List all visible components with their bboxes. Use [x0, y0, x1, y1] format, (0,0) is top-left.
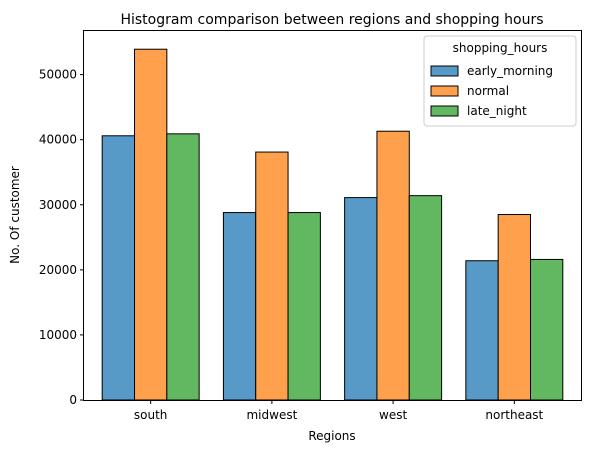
bar-late_night-northeast	[529, 258, 564, 401]
legend-frame	[423, 35, 577, 127]
bar-early_morning-midwest	[222, 212, 257, 401]
x-tick-label-midwest: midwest	[246, 408, 297, 422]
y-axis: 0 10000 20000 30000 40000 50000	[39, 68, 84, 407]
x-tick-label-south: south	[134, 408, 168, 422]
x-tick-label-west: west	[379, 408, 407, 422]
bar-normal-south	[134, 48, 168, 401]
bar-normal-northeast	[497, 214, 532, 401]
y-axis-title: No. Of customer	[8, 166, 22, 264]
bar-normal-west	[376, 130, 410, 401]
y-tick-label: 30000	[39, 198, 77, 212]
plot-frame	[83, 30, 582, 401]
legend-label-late_night: late_night	[467, 104, 527, 118]
x-axis-title: Regions	[308, 429, 355, 443]
legend-swatch-normal	[430, 85, 459, 97]
y-tick-label: 40000	[39, 133, 77, 147]
bar-early_morning-west	[344, 197, 378, 401]
y-tick-label: 20000	[39, 263, 77, 277]
legend-swatch-late_night	[430, 105, 459, 117]
legend-swatch-early_morning	[430, 65, 459, 77]
legend-label-normal: normal	[467, 84, 509, 98]
y-tick-label: 50000	[39, 68, 77, 82]
bar-early_morning-northeast	[465, 260, 499, 401]
bar-early_morning-south	[101, 135, 136, 401]
legend-title: shopping_hours	[453, 41, 548, 55]
x-tick-label-northeast: northeast	[485, 408, 543, 422]
y-tick-label: 0	[69, 393, 77, 407]
chart-title: Histogram comparison between regions and…	[120, 12, 543, 28]
y-tick-label: 10000	[39, 328, 77, 342]
bar-normal-midwest	[255, 151, 289, 401]
bar-late_night-west	[408, 195, 443, 401]
bars-layer	[101, 48, 564, 401]
bar-late_night-south	[166, 133, 200, 401]
bar-late_night-midwest	[287, 212, 321, 401]
legend-label-early_morning: early_morning	[467, 64, 553, 78]
x-axis: south midwest west northeast	[134, 400, 544, 422]
